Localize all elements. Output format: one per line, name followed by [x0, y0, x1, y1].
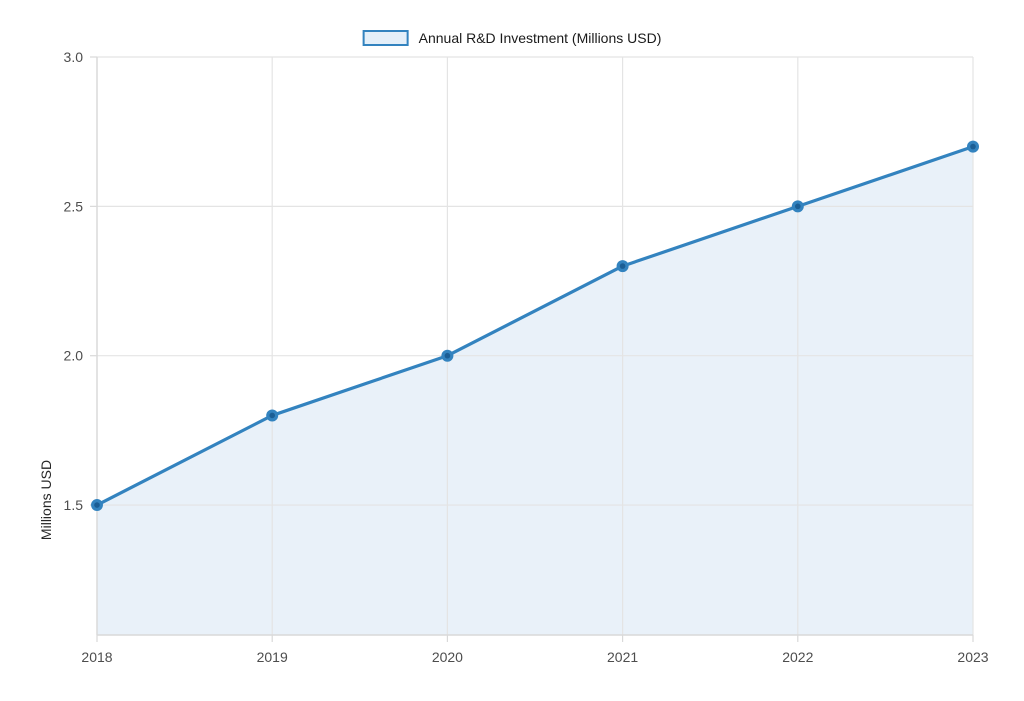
x-tick-label: 2020: [432, 649, 463, 665]
x-tick-label: 2019: [257, 649, 288, 665]
x-tick-label: 2023: [957, 649, 988, 665]
data-line: [95, 145, 975, 507]
y-tick-label: 2.5: [64, 198, 84, 214]
data-point-core: [970, 143, 976, 150]
legend-label: Annual R&D Investment (Millions USD): [418, 30, 662, 46]
x-tick-label: 2018: [81, 649, 112, 665]
legend: Annual R&D Investment (Millions USD): [362, 30, 662, 46]
x-tick-label: 2022: [782, 649, 813, 665]
data-point-core: [619, 263, 626, 269]
x-tick-label: 2021: [607, 649, 638, 665]
y-axis-title: Millions USD: [38, 459, 54, 541]
y-tick-label: 1.5: [64, 497, 84, 513]
area-fill: [97, 146, 973, 635]
y-tick-label: 2.0: [64, 348, 84, 364]
legend-swatch-icon: [362, 30, 409, 46]
data-point-core: [94, 502, 100, 508]
data-point-core: [269, 412, 276, 419]
data-point-core: [795, 203, 801, 210]
data-point-core: [444, 352, 451, 359]
y-tick-label: 3.0: [64, 49, 84, 65]
